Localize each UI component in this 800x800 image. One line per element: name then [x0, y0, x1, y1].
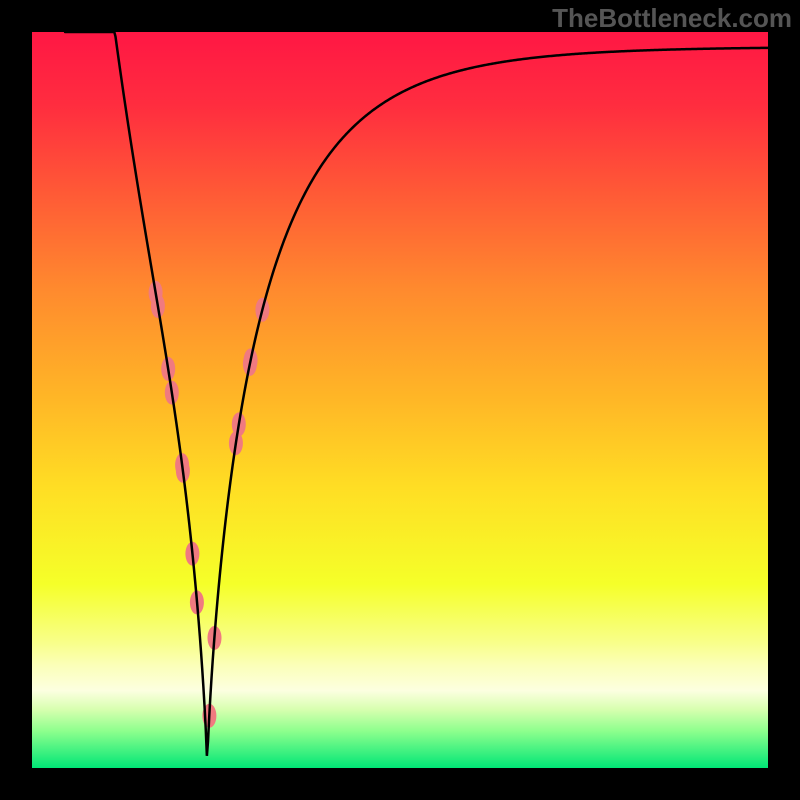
watermark-text: TheBottleneck.com — [552, 3, 792, 34]
chart-svg — [32, 32, 768, 768]
plot-area — [32, 32, 768, 768]
chart-frame: TheBottleneck.com — [0, 0, 800, 800]
gradient-background — [32, 32, 768, 768]
